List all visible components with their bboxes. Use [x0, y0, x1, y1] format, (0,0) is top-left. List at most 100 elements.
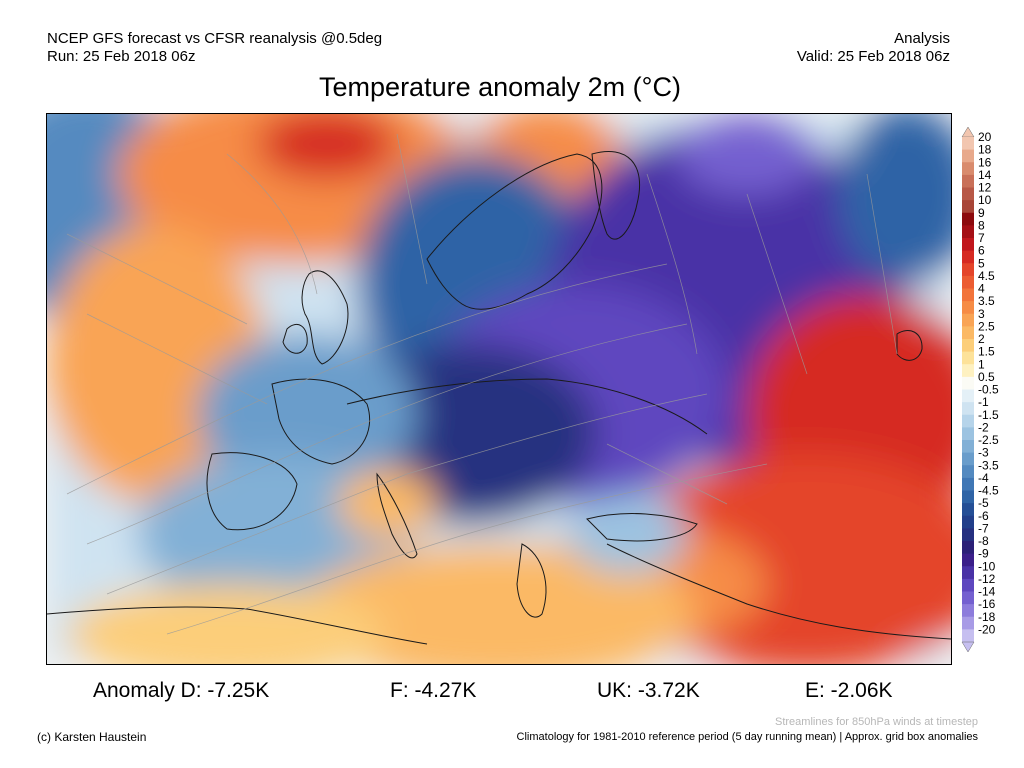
anomaly-uk: UK: -3.72K [597, 679, 700, 702]
legend-tick-label: 4 [978, 282, 985, 296]
legend-tick-label: 4.5 [978, 269, 995, 283]
legend-tick-label: 16 [978, 155, 992, 169]
legend-swatch [962, 604, 974, 618]
legend-tick-label: -4.5 [978, 484, 999, 498]
legend-swatch [962, 263, 974, 277]
legend-tick-label: -1 [978, 395, 989, 409]
anomaly-germany: Anomaly D: -7.25K [93, 679, 270, 702]
climatology-note: Climatology for 1981-2010 reference peri… [516, 731, 978, 743]
legend-tick-label: -2.5 [978, 433, 999, 447]
legend-tick-label: -5 [978, 496, 989, 510]
legend-tick-label: 0.5 [978, 370, 995, 384]
legend-tick-label: -18 [978, 610, 996, 624]
legend-tick-label: -10 [978, 559, 996, 573]
legend-tick-label: 18 [978, 143, 992, 157]
legend-tick-label: -7 [978, 521, 989, 535]
legend-tick-label: 9 [978, 206, 985, 220]
legend-tick-label: -3 [978, 446, 989, 460]
legend-swatch [962, 212, 974, 226]
legend-swatch [962, 149, 974, 163]
color-legend: 20 18 16 14 12 10 9 8 7 6 5 4.5 4 3.5 3 2.5 2 1.5 1 0.5 -0.5… [959, 126, 1019, 653]
legend-swatch [962, 515, 974, 529]
legend-swatch [962, 326, 974, 340]
legend-tick-label: 8 [978, 218, 985, 232]
legend-swatch [962, 250, 974, 264]
legend-tick-label: -4 [978, 471, 989, 485]
legend-swatch [962, 225, 974, 239]
wind-streamlines [66, 133, 898, 635]
legend-tick-label: 2.5 [978, 319, 995, 333]
legend-swatch [962, 553, 974, 567]
legend-tick-label: -2 [978, 420, 989, 434]
legend-swatch [962, 187, 974, 201]
map-canvas [47, 114, 951, 664]
legend-tick-label: -20 [978, 622, 996, 636]
coastlines [47, 150, 951, 645]
legend-swatch [962, 452, 974, 466]
legend-swatch [962, 402, 974, 416]
legend-swatch [962, 301, 974, 315]
legend-swatch [962, 162, 974, 176]
legend-tick-label: 1.5 [978, 345, 995, 359]
legend-swatch [962, 174, 974, 188]
anomaly-map [46, 113, 952, 665]
analysis-label: Analysis [894, 30, 950, 47]
legend-swatch [962, 477, 974, 491]
legend-tick-label: -16 [978, 597, 996, 611]
legend-tick-label: -0.5 [978, 383, 999, 397]
anomaly-france: F: -4.27K [390, 679, 477, 702]
legend-swatch [962, 275, 974, 289]
legend-swatch [962, 339, 974, 353]
valid-label: Valid: 25 Feb 2018 06z [796, 48, 950, 65]
legend-arrow-bottom [961, 641, 975, 653]
legend-swatch [962, 200, 974, 214]
legend-swatch [962, 528, 974, 542]
legend-tick-label: 14 [978, 168, 992, 182]
legend-swatch [962, 591, 974, 605]
legend-swatch [962, 288, 974, 302]
legend-colorbar: 201816141210987654.543.532.521.510.5-0.5… [961, 126, 999, 653]
legend-swatch [962, 364, 974, 378]
legend-tick-label: 3.5 [978, 294, 995, 308]
legend-tick-label: 10 [978, 193, 992, 207]
legend-swatch [962, 616, 974, 630]
run-label: Run: 25 Feb 2018 06z [47, 48, 196, 65]
legend-swatch [962, 427, 974, 441]
legend-tick-label: -8 [978, 534, 989, 548]
source-label: NCEP GFS forecast vs CFSR reanalysis @0.… [47, 30, 383, 47]
legend-swatch [962, 389, 974, 403]
legend-swatch [962, 578, 974, 592]
legend-tick-label: -1.5 [978, 408, 999, 422]
legend-swatch [962, 440, 974, 454]
legend-tick-label: -3.5 [978, 458, 999, 472]
legend-swatch [962, 465, 974, 479]
anomaly-spain: E: -2.06K [805, 679, 893, 702]
legend-tick-label: 3 [978, 307, 985, 321]
legend-swatch [962, 313, 974, 327]
legend-tick-label: -12 [978, 572, 996, 586]
legend-tick-label: 6 [978, 244, 985, 258]
legend-tick-label: -14 [978, 585, 996, 599]
anomaly-field [47, 114, 951, 664]
legend-swatch [962, 351, 974, 365]
header-left: NCEP GFS forecast vs CFSR reanalysis @0.… [47, 30, 382, 66]
map-title: Temperature anomaly 2m (°C) [319, 72, 681, 102]
legend-swatch [962, 238, 974, 252]
legend-tick-label: 2 [978, 332, 985, 346]
legend-swatch [962, 541, 974, 555]
legend-tick-label: -6 [978, 509, 989, 523]
legend-arrow-top [961, 126, 975, 138]
legend-swatch [962, 490, 974, 504]
streamline-note: Streamlines for 850hPa winds at timestep [775, 716, 978, 728]
legend-tick-label: 1 [978, 357, 985, 371]
legend-swatch [962, 566, 974, 580]
credit-label: (c) Karsten Haustein [37, 730, 147, 744]
legend-swatch [962, 376, 974, 390]
header-right: Analysis Valid: 25 Feb 2018 06z [797, 30, 950, 66]
legend-tick-label: 5 [978, 256, 985, 270]
legend-tick-label: 7 [978, 231, 985, 245]
legend-tick-label: 20 [978, 130, 992, 144]
legend-tick-label: -9 [978, 547, 989, 561]
legend-swatch [962, 414, 974, 428]
legend-swatch [962, 629, 974, 643]
